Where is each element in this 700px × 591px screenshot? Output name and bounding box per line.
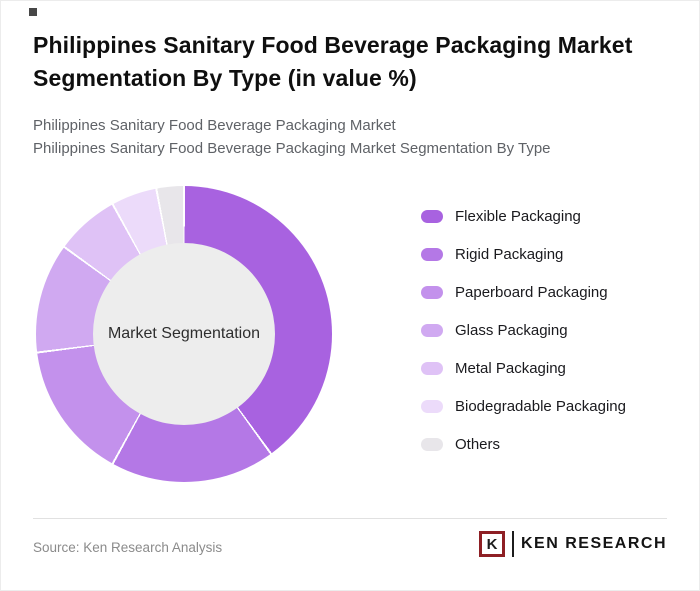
- legend-item: Flexible Packaging: [421, 207, 626, 225]
- legend-label: Biodegradable Packaging: [455, 397, 626, 415]
- legend-item: Biodegradable Packaging: [421, 397, 626, 415]
- donut-center-label: Market Segmentation: [107, 325, 261, 342]
- chart-title: Philippines Sanitary Food Beverage Packa…: [33, 32, 633, 91]
- legend-label: Glass Packaging: [455, 321, 568, 339]
- ken-research-logo: K KEN RESEARCH: [478, 531, 667, 557]
- legend-swatch-icon: [421, 247, 443, 261]
- corner-marker-icon: [29, 8, 37, 16]
- source-text: Source: Ken Research Analysis: [33, 540, 223, 555]
- legend-item: Paperboard Packaging: [421, 283, 626, 301]
- legend-swatch-icon: [421, 209, 443, 223]
- legend-label: Paperboard Packaging: [455, 283, 608, 301]
- legend-swatch-icon: [421, 437, 443, 451]
- subtitle-line-1: Philippines Sanitary Food Beverage Packa…: [33, 117, 396, 134]
- legend: Flexible Packaging Rigid Packaging Paperbo…: [421, 207, 626, 453]
- logo-text: KEN RESEARCH: [520, 535, 667, 552]
- logo-separator: [511, 531, 514, 557]
- legend-swatch-icon: [421, 285, 443, 299]
- logo-k-icon: K: [478, 531, 505, 557]
- legend-item: Rigid Packaging: [421, 245, 626, 263]
- legend-label: Others: [455, 435, 501, 453]
- footer-divider: [33, 518, 667, 519]
- subtitle-line-2: Philippines Sanitary Food Beverage Packa…: [33, 140, 551, 157]
- legend-item: Metal Packaging: [421, 359, 626, 377]
- chart-subtitles: Philippines Sanitary Food Beverage Packa…: [33, 114, 681, 160]
- donut-hole: Market Segmentation: [93, 243, 275, 425]
- legend-item: Others: [421, 435, 626, 453]
- legend-swatch-icon: [421, 323, 443, 337]
- legend-label: Rigid Packaging: [455, 245, 564, 263]
- legend-item: Glass Packaging: [421, 321, 626, 339]
- legend-swatch-icon: [421, 361, 443, 375]
- legend-swatch-icon: [421, 399, 443, 413]
- logo-letter: K: [486, 535, 498, 553]
- legend-label: Metal Packaging: [455, 359, 566, 377]
- legend-label: Flexible Packaging: [455, 207, 581, 225]
- donut-chart: Market Segmentation: [36, 186, 332, 482]
